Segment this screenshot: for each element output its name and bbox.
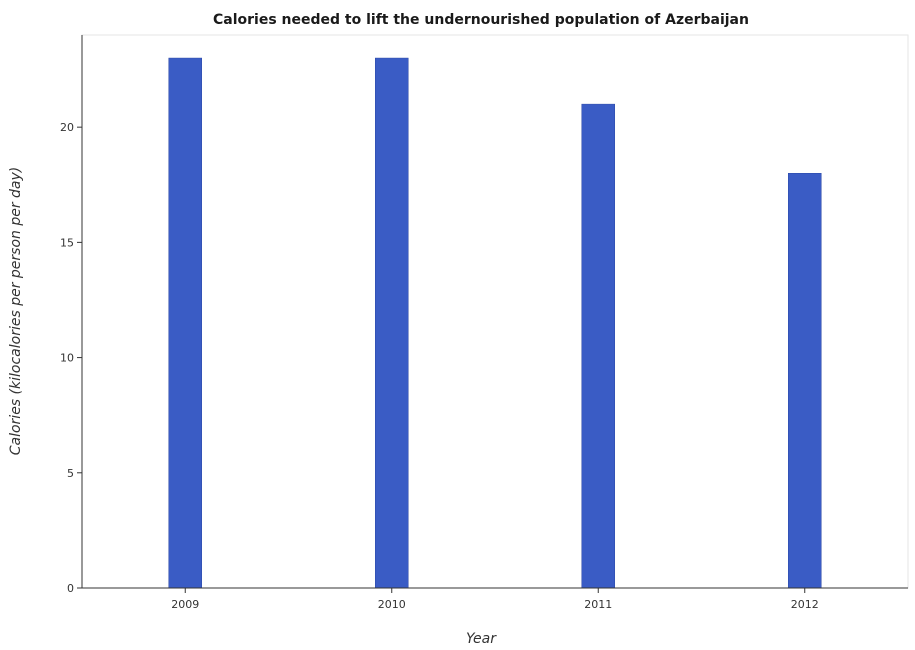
bars-group bbox=[168, 57, 822, 589]
x-tick-label: 2009 bbox=[171, 598, 199, 611]
bar-2009 bbox=[168, 57, 202, 589]
x-tick-label: 2010 bbox=[378, 598, 406, 611]
bar-2010 bbox=[375, 57, 409, 589]
y-tick-label: 5 bbox=[67, 467, 74, 480]
y-ticks-group: 0 5 10 15 20 bbox=[60, 121, 82, 595]
plot-frame bbox=[81, 34, 909, 589]
y-tick-label: 15 bbox=[60, 236, 74, 249]
chart-title: Calories needed to lift the undernourish… bbox=[213, 12, 749, 28]
x-ticks-group: 2009 2010 2011 2012 bbox=[171, 588, 819, 611]
y-tick-label: 0 bbox=[67, 582, 74, 595]
y-tick-label: 10 bbox=[60, 352, 74, 365]
y-axis-label: Calories (kilocalories per person per da… bbox=[8, 167, 24, 456]
x-axis-label: Year bbox=[466, 631, 497, 647]
bar-2011 bbox=[581, 103, 615, 589]
x-tick-label: 2011 bbox=[584, 598, 612, 611]
y-tick-label: 20 bbox=[60, 121, 74, 134]
x-tick-label: 2012 bbox=[791, 598, 819, 611]
bar-2012 bbox=[788, 173, 822, 589]
